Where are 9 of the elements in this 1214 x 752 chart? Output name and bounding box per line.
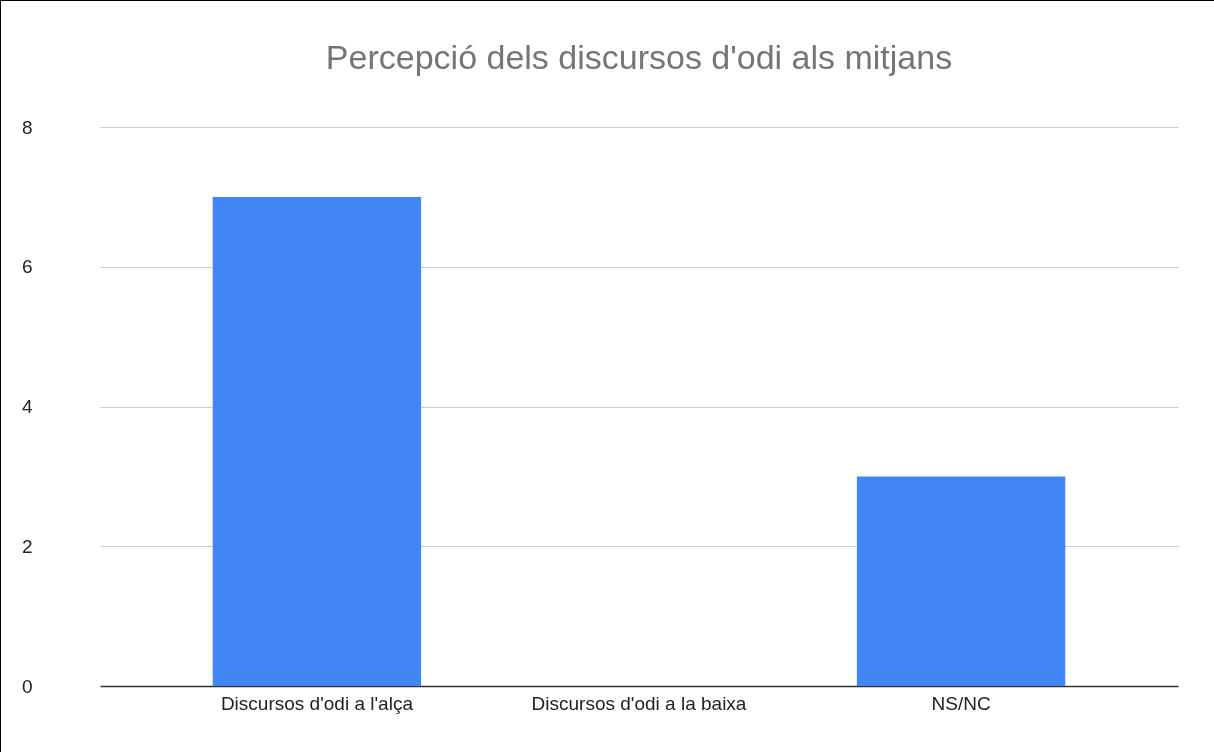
y-tick-label: 4 — [21, 396, 33, 417]
x-tick-label: Discursos d'odi a la baixa — [531, 692, 747, 714]
x-tick-label: NS/NC — [931, 692, 991, 714]
chart-title: Percepció dels discursos d'odi als mitjans — [325, 38, 953, 76]
y-tick-label: 0 — [21, 675, 33, 697]
y-tick-label: 6 — [21, 256, 33, 278]
x-tick-label: Discursos d'odi a l'alça — [220, 692, 414, 714]
y-tick-label: 8 — [21, 116, 33, 138]
y-tick-label: 2 — [21, 535, 33, 557]
